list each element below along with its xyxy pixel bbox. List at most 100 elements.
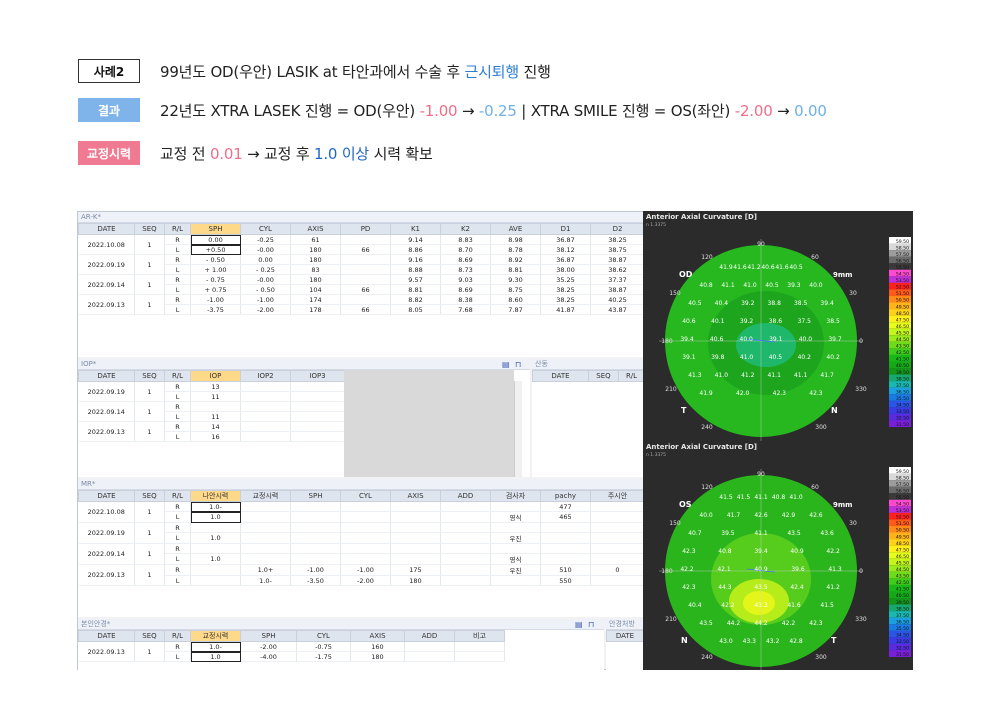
value-cell[interactable]: 8.82 [390,294,441,305]
value-cell[interactable] [390,543,441,554]
column-header[interactable]: SEQ [134,490,165,502]
eye-cell[interactable]: L [164,411,191,422]
value-cell[interactable]: 1.0- [190,501,241,512]
value-cell[interactable] [440,532,491,544]
value-cell[interactable]: -0.75 [296,641,351,652]
value-cell[interactable]: -2.00 [240,304,291,315]
value-cell[interactable]: 8.92 [490,254,541,265]
value-cell[interactable] [240,543,291,554]
value-cell[interactable]: 180 [390,575,441,586]
value-cell[interactable] [540,543,591,554]
value-cell[interactable] [190,401,241,412]
value-cell[interactable]: 66 [340,244,391,255]
value-cell[interactable]: 8.88 [390,264,441,275]
column-header[interactable]: SEQ [134,370,165,382]
value-cell[interactable] [340,264,391,275]
value-cell[interactable]: 180 [290,254,341,265]
column-header[interactable]: R/L [164,223,191,235]
value-cell[interactable] [290,401,345,412]
value-cell[interactable] [290,532,341,544]
value-cell[interactable]: 38.12 [540,244,591,255]
column-header[interactable]: AXIS [290,223,341,235]
iop-scrollbar[interactable] [514,381,522,477]
value-cell[interactable] [340,543,391,554]
value-cell[interactable]: 8.69 [440,284,491,295]
value-cell[interactable]: 8.81 [390,284,441,295]
value-cell[interactable]: 38.25 [540,284,591,295]
value-cell[interactable]: 영식 [490,553,541,565]
value-cell[interactable]: 66 [340,304,391,315]
table-row[interactable]: 2022.09.19 1 R - 0.50 0.00 180 9.16 8.69 8.92 36.… [78,254,644,275]
eye-cell[interactable]: R [164,254,191,265]
value-cell[interactable] [590,532,644,544]
value-cell[interactable] [240,532,291,544]
value-cell[interactable] [440,553,491,565]
value-cell[interactable]: 35.25 [540,274,591,285]
value-cell[interactable]: -2.00 [340,575,391,586]
value-cell[interactable]: 104 [290,284,341,295]
value-cell[interactable] [390,553,441,565]
eye-cell[interactable]: L [164,304,191,315]
table-row[interactable]: L 1.0 -4.00 -1.75 180 [79,651,505,662]
value-cell[interactable] [290,553,341,565]
value-cell[interactable]: 8.81 [490,264,541,275]
eye-cell[interactable]: L [164,511,191,523]
table-row[interactable]: 2022.10.08 1 R 0.00 -0.25 61 9.14 8.83 8.98 36.87… [78,234,644,255]
value-cell[interactable]: 0.00 [240,254,291,265]
column-header[interactable]: D1 [540,223,591,235]
value-cell[interactable]: 7.87 [490,304,541,315]
value-cell[interactable] [440,575,491,586]
value-cell[interactable]: - 0.50 [240,284,291,295]
column-header[interactable]: CYL [296,630,351,642]
value-cell[interactable]: 1.0 [190,532,241,544]
pin-icon[interactable]: ⊓ [515,360,522,369]
value-cell[interactable] [390,532,441,544]
column-header[interactable]: AXIS [350,630,405,642]
value-cell[interactable] [440,501,491,512]
table-row[interactable]: L -3.75 -2.00 178 66 8.05 7.68 7.87 41.87 43.87 [79,304,644,315]
value-cell[interactable]: 180 [290,274,341,285]
column-header[interactable]: 비고 [454,630,505,642]
value-cell[interactable]: 8.86 [390,244,441,255]
value-cell[interactable] [540,553,591,565]
column-header[interactable]: SEQ [588,370,619,382]
value-cell[interactable] [340,511,391,523]
eye-cell[interactable]: L [164,532,191,544]
eye-cell[interactable]: R [164,381,191,392]
column-header[interactable]: SPH [190,223,241,235]
column-header[interactable]: CYL [340,490,391,502]
value-cell[interactable]: 9.57 [390,274,441,285]
value-cell[interactable] [240,553,291,565]
value-cell[interactable]: 160 [350,641,405,652]
value-cell[interactable]: 38.62 [590,264,644,275]
column-header[interactable]: DATE [606,630,644,642]
column-header[interactable]: PD [340,223,391,235]
value-cell[interactable] [290,381,345,392]
value-cell[interactable]: 우진 [490,532,541,544]
value-cell[interactable] [340,254,391,265]
value-cell[interactable]: 38.87 [590,284,644,295]
column-header[interactable]: K1 [390,223,441,235]
value-cell[interactable] [590,501,644,512]
value-cell[interactable]: 83 [290,264,341,275]
column-header[interactable]: SPH [290,490,341,502]
value-cell[interactable] [490,543,541,554]
eye-cell[interactable]: R [164,274,191,285]
column-header[interactable]: IOP [190,370,241,382]
value-cell[interactable] [340,294,391,305]
value-cell[interactable]: 8.05 [390,304,441,315]
value-cell[interactable]: 7.68 [440,304,491,315]
column-header[interactable]: DATE [78,223,135,235]
value-cell[interactable] [240,522,291,533]
column-header[interactable]: ADD [404,630,455,642]
column-header[interactable]: 주시안 [590,490,644,502]
eye-cell[interactable]: L [164,553,191,565]
value-cell[interactable] [190,543,241,554]
value-cell[interactable]: 0.00 [190,234,241,245]
value-cell[interactable]: 38.00 [540,264,591,275]
value-cell[interactable]: 178 [290,304,341,315]
value-cell[interactable] [240,421,291,432]
value-cell[interactable] [404,641,455,652]
column-header[interactable]: SEQ [134,223,165,235]
table-row[interactable]: 2022.09.13 1 R 14 [78,421,345,442]
